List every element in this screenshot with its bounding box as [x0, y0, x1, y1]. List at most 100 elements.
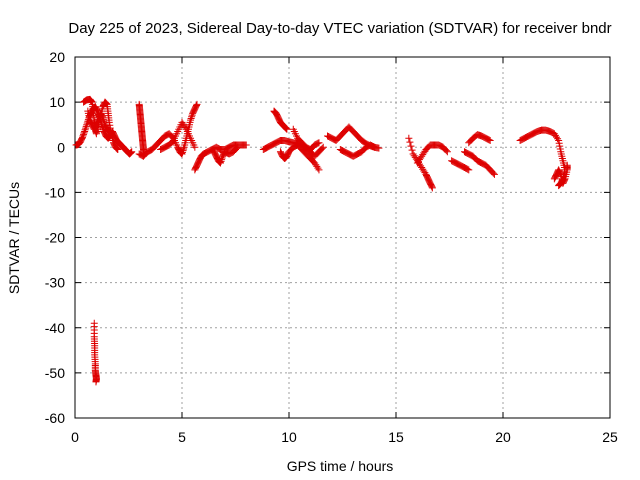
data-point-arc-d — [187, 114, 195, 122]
data-point-arc-a — [128, 148, 136, 156]
data-point-arc-n — [406, 138, 414, 146]
data-point-arc-n — [408, 146, 416, 154]
grid — [75, 57, 610, 418]
x-tick-label: 5 — [178, 429, 186, 445]
x-tick-label: 15 — [388, 429, 404, 445]
data-point-arc-s — [555, 182, 563, 190]
x-tick-label: 20 — [495, 429, 511, 445]
data-point-arc-l — [375, 144, 383, 152]
data-point-arc-q — [490, 170, 498, 178]
data-point-arc-a — [79, 132, 87, 140]
data-point-outlier-column — [92, 378, 100, 386]
x-tick-label: 10 — [281, 429, 297, 445]
data-point-arc-k — [318, 144, 326, 152]
data-point-arc-s — [554, 135, 562, 143]
data-point-arc-d — [187, 116, 195, 124]
data-point-arc-a — [127, 148, 135, 156]
data-point-arc-g — [234, 143, 242, 151]
data-point-arc-s — [555, 181, 563, 189]
data-point-arc-g — [217, 159, 225, 167]
data-point-arc-q — [489, 169, 497, 177]
x-tick-label: 25 — [602, 429, 618, 445]
y-tick-label: -20 — [45, 230, 65, 246]
data-point-arc-a — [126, 149, 134, 157]
y-tick-label: 10 — [49, 94, 65, 110]
data-point-arc-h — [315, 139, 323, 147]
data-point-arc-a — [76, 139, 84, 147]
data-point-arc-j — [315, 166, 323, 174]
data-point-arc-i — [281, 124, 289, 132]
data-point-arc-g — [217, 157, 225, 165]
data-point-arc-h — [314, 139, 322, 147]
data-point-arc-a — [81, 126, 89, 134]
data-point-arc-g — [233, 144, 241, 152]
data-point-arc-c — [100, 117, 108, 125]
y-tick-label: 0 — [57, 139, 65, 155]
data-point-arc-d — [193, 100, 201, 108]
data-point-arc-c — [99, 114, 107, 122]
data-point-arc-m — [370, 143, 378, 151]
data-point-arc-d — [192, 102, 200, 110]
y-tick-label: 20 — [49, 49, 65, 65]
data-point-arc-n — [405, 134, 413, 142]
data-point-arc-b — [112, 144, 120, 152]
data-point-arc-b — [113, 145, 121, 153]
data-point-arc-n — [407, 142, 415, 150]
data-point-arc-b — [88, 97, 96, 105]
data-point-arc-c — [105, 127, 113, 135]
data-point-arc-t — [561, 176, 569, 184]
y-tick-label: -60 — [45, 410, 65, 426]
data-point-arc-c — [93, 119, 101, 127]
data-point-arc-m — [371, 143, 379, 151]
data-point-arc-b — [102, 99, 110, 107]
data-point-arc-t — [556, 169, 564, 177]
data-point-arc-i — [282, 125, 290, 133]
axis-ticks: 0 5 10 15 20 25 -60 -50 -40 -30 -20 -10 0 10 20 — [45, 49, 618, 445]
data-point-arc-a — [82, 124, 90, 132]
data-point-arc-e — [191, 143, 199, 151]
data-point-arc-i — [282, 124, 290, 132]
data-point-arc-n — [428, 184, 436, 192]
data-point-arc-d — [180, 145, 188, 153]
data-points — [72, 95, 571, 386]
data-point-arc-r — [486, 136, 494, 144]
data-point-arc-a — [80, 130, 88, 138]
data-point-arc-b — [87, 97, 95, 105]
data-point-arc-c — [92, 121, 100, 129]
data-point-arc-n — [428, 183, 436, 191]
data-point-arc-o — [443, 148, 451, 156]
x-tick-label: 0 — [71, 429, 79, 445]
data-point-arc-a — [81, 127, 89, 135]
y-tick-label: -50 — [45, 365, 65, 381]
y-tick-label: -30 — [45, 275, 65, 291]
data-point-arc-c — [99, 116, 107, 124]
data-point-arc-t — [563, 161, 571, 169]
data-point-arc-o — [442, 147, 450, 155]
data-point-arc-f — [242, 141, 250, 149]
y-tick-label: -40 — [45, 320, 65, 336]
data-point-arc-c — [104, 126, 112, 134]
data-point-arc-c — [93, 117, 101, 125]
data-point-arc-d — [188, 113, 196, 121]
data-point-arc-p — [464, 165, 472, 173]
data-point-arc-d — [179, 147, 187, 155]
data-point-arc-g — [218, 156, 226, 164]
chart-title: Day 225 of 2023, Sidereal Day-to-day VTE… — [68, 20, 611, 37]
data-point-arc-a — [78, 133, 86, 141]
data-point-arc-b — [113, 144, 121, 152]
data-point-arc-p — [465, 166, 473, 174]
data-point-arc-d — [178, 150, 186, 158]
data-point-arc-b — [114, 146, 122, 154]
data-point-arc-b — [101, 99, 109, 107]
data-point-arc-c — [104, 126, 112, 134]
data-point-arc-r — [485, 136, 493, 144]
data-point-arc-j — [314, 164, 322, 172]
data-point-arc-c — [105, 127, 113, 135]
data-point-arc-a — [82, 122, 90, 130]
data-point-arc-i — [283, 125, 291, 133]
data-point-arc-e — [181, 124, 189, 132]
data-point-arc-a — [80, 129, 88, 137]
data-point-arc-k — [319, 143, 327, 151]
y-tick-label: -10 — [45, 184, 65, 200]
